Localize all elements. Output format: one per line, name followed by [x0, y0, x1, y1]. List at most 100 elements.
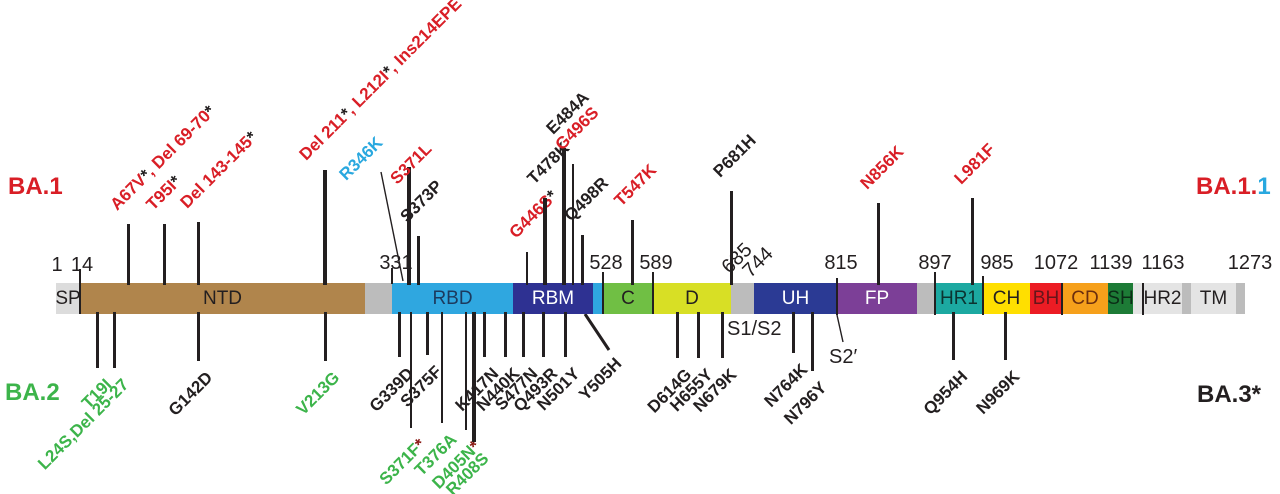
domain-linker	[1182, 283, 1191, 314]
boundary-tick-80	[78, 269, 82, 314]
mutation-stem-E484A	[562, 148, 566, 285]
mutation-label-Del211-L212I-Ins214EPE: Del 211*, L212I*, Ins214EPE	[296, 0, 466, 164]
mutation-stem-Del211-L212I-Ins214EPE	[323, 170, 327, 285]
domain-hr1: HR1	[935, 283, 983, 314]
mutation-label-R346K: R346K	[336, 133, 387, 184]
residue-label-528: 528	[589, 252, 623, 274]
mutation-label-G142D: G142D	[165, 368, 217, 420]
mutation-stem-P681H	[729, 191, 733, 285]
boundary-tick-983	[981, 276, 985, 315]
domain-ch: CH	[983, 283, 1030, 314]
mutation-label-P681H: P681H	[710, 131, 760, 181]
mutation-stem-T376A	[441, 312, 443, 423]
mutation-stem-G446S	[526, 252, 528, 285]
residue-label-1163: 1163	[1141, 252, 1185, 274]
mutation-text-Del211-L212I-Ins214EPE: , L212I	[341, 67, 393, 118]
mutation-label-G446S: G446S*	[506, 186, 562, 242]
mutation-stem-K417N	[482, 312, 486, 357]
mutation-stem-Q498R	[580, 235, 584, 285]
mutation-stem-T19I	[95, 312, 99, 368]
domain-cd: CD	[1062, 283, 1108, 314]
boundary-tick-1143	[1141, 283, 1145, 315]
domain-linker	[917, 283, 935, 314]
mutation-text-Q954H: Q954H	[919, 367, 972, 419]
domain-linker	[1236, 283, 1245, 314]
Y505H-pointer	[583, 313, 611, 351]
mutation-stem-L981F	[970, 198, 974, 285]
residue-label-815: 815	[824, 252, 858, 274]
lineage-label-ba11-suffix: 1	[1257, 173, 1271, 200]
boundary-tick-392	[390, 268, 394, 284]
mutation-stem-V213G	[323, 312, 327, 361]
boundary-tick-603	[601, 272, 605, 314]
mutation-text-Y505H: Y505H	[575, 354, 626, 405]
boundary-tick-935	[933, 272, 937, 315]
mutation-stem-G496S	[572, 164, 574, 285]
domain-bh: BH	[1030, 283, 1062, 314]
boundary-tick-653	[651, 272, 655, 314]
mutation-stem-H655Y	[696, 312, 700, 358]
mutation-label-Q498R: Q498R	[561, 173, 613, 225]
domain-fp: FP	[837, 283, 917, 314]
domain-uh: UH	[754, 283, 837, 314]
mutation-stem-N679K	[720, 312, 724, 358]
residue-label-985: 985	[980, 252, 1014, 274]
domain-sh: SH	[1107, 283, 1134, 314]
boundary-tick-837	[835, 278, 839, 315]
residue-label-14: 14	[70, 254, 94, 276]
boundary-tick-1062	[1060, 283, 1064, 315]
residue-label-1: 1	[51, 254, 63, 276]
domain-linker	[365, 283, 392, 314]
mutation-stem-N440K	[503, 312, 507, 357]
mutation-stem-D405N	[465, 312, 467, 430]
mutation-stem-G142D	[196, 312, 200, 361]
S2prime-pointer	[836, 314, 844, 343]
mutation-text-G142D: G142D	[164, 368, 217, 420]
mutation-stem-S373P	[416, 236, 420, 285]
mutation-label-T547K: T547K	[611, 160, 661, 210]
mutation-text-R346K: R346K	[335, 133, 387, 184]
mutation-stem-D614G	[675, 312, 679, 358]
residue-label-331: 331	[379, 252, 413, 274]
mutation-stem-S371L	[407, 167, 411, 285]
domain-rbd: RBD	[392, 283, 513, 314]
mutation-label-Y505H: Y505H	[575, 354, 625, 404]
mutation-label-N969K: N969K	[973, 367, 1024, 418]
domain-rbm: RBM	[513, 283, 593, 314]
mutation-stem-S477N	[521, 312, 525, 357]
mutation-label-N856K: N856K	[857, 142, 908, 193]
residue-label-1139: 1139	[1089, 252, 1133, 274]
mutation-text-Del211-L212I-Ins214EPE: , Ins214EPE	[383, 0, 466, 76]
mutation-label-V213G: V213G	[293, 368, 344, 419]
mutation-text-Q498R: Q498R	[560, 173, 613, 225]
mutation-stem-L24S-Del25-27	[112, 312, 116, 368]
mutation-stem-N764K	[791, 312, 795, 353]
domain-linker	[731, 283, 754, 314]
mutation-stem-N969K	[1003, 312, 1007, 360]
domain-linker	[1133, 283, 1143, 314]
domain-linker	[593, 283, 603, 314]
domain-sp: SP	[55, 283, 81, 314]
residue-label-1072: 1072	[1033, 252, 1079, 274]
mutation-label-L981F: L981F	[951, 140, 999, 188]
domain-hr2: HR2	[1143, 283, 1182, 314]
mutation-stem-N796Y	[810, 312, 814, 371]
domain-tm: TM	[1191, 283, 1236, 314]
mutation-text-N856K: N856K	[856, 142, 908, 193]
cleavage-label-S2prime: S2′	[829, 346, 858, 368]
mutation-stem-T547K	[630, 220, 634, 285]
lineage-label-ba1: BA.1	[8, 173, 63, 200]
residue-label-1273: 1273	[1227, 252, 1273, 274]
mutation-text-A67V-Del69-70: , Del 69-70	[141, 106, 215, 180]
mutation-stem-S371F	[410, 312, 412, 428]
domain-c: C	[603, 283, 653, 314]
residue-label-589: 589	[639, 252, 673, 274]
mutation-stem-S375F	[425, 312, 429, 355]
residue-label-897: 897	[918, 252, 952, 274]
mutation-text-L981F: L981F	[950, 139, 999, 188]
domain-ntd: NTD	[80, 283, 365, 314]
lineage-label-ba11: BA.1.1	[1196, 175, 1271, 199]
mutation-text-P681H: P681H	[709, 130, 760, 181]
